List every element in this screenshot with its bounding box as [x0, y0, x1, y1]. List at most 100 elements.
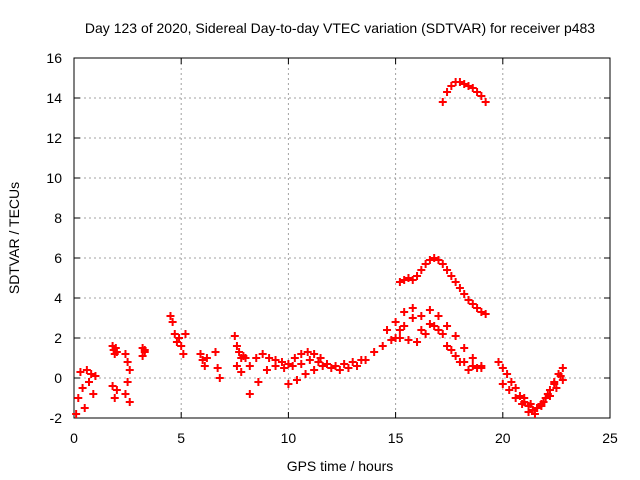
data-point: [121, 390, 130, 398]
data-point: [301, 370, 310, 378]
data-point: [245, 390, 254, 398]
data-point: [408, 276, 417, 284]
data-point: [82, 366, 91, 374]
data-point: [121, 350, 130, 358]
data-point: [425, 306, 434, 314]
data-point: [468, 362, 477, 370]
data-point: [395, 334, 404, 342]
data-point: [265, 354, 274, 362]
data-point: [348, 358, 357, 366]
data-point: [417, 266, 426, 274]
data-point: [318, 362, 327, 370]
data-point: [125, 366, 134, 374]
y-tick-label: -2: [50, 410, 63, 426]
data-point: [494, 358, 503, 366]
data-point: [200, 362, 209, 370]
data-point: [530, 410, 539, 418]
data-point: [123, 358, 132, 366]
data-point: [520, 394, 529, 402]
data-point: [468, 354, 477, 362]
data-point: [515, 392, 524, 400]
data-point: [477, 92, 486, 100]
data-point: [258, 350, 267, 358]
data-point: [310, 366, 319, 374]
data-point: [87, 370, 96, 378]
data-point: [297, 350, 306, 358]
data-point: [175, 334, 184, 342]
data-point: [460, 344, 469, 352]
data-point: [211, 348, 220, 356]
data-point: [292, 376, 301, 384]
data-point: [277, 358, 286, 366]
data-point: [125, 398, 134, 406]
tick-labels: 0 5 10 15 20 25 -2 0 2 4 6 8 10 12 14 16: [46, 50, 618, 446]
plot-frame: [73, 57, 611, 419]
data-point: [438, 260, 447, 268]
series-s13: [383, 304, 486, 372]
data-point: [455, 78, 464, 86]
data-point: [237, 368, 246, 376]
data-point: [387, 336, 396, 344]
data-point: [404, 336, 413, 344]
data-point: [303, 348, 312, 356]
data-point: [198, 356, 207, 364]
series-s18: [520, 376, 567, 412]
data-point: [310, 350, 319, 358]
grid: [74, 58, 610, 418]
data-point: [413, 338, 422, 346]
data-point: [533, 404, 542, 412]
data-point: [245, 362, 254, 370]
data-point: [558, 376, 567, 384]
data-point: [451, 332, 460, 340]
data-point: [78, 384, 87, 392]
data-point: [168, 318, 177, 326]
data-point: [417, 312, 426, 320]
data-point: [464, 82, 473, 90]
data-point: [447, 272, 456, 280]
data-point: [498, 380, 507, 388]
series-s10: [284, 326, 404, 388]
y-tick-label: 10: [46, 170, 62, 186]
data-point: [443, 266, 452, 274]
data-point: [177, 342, 186, 350]
data-point: [477, 362, 486, 370]
data-point: [434, 312, 443, 320]
chart-title: Day 123 of 2020, Sidereal Day-to-day VTE…: [85, 20, 595, 36]
data-point: [505, 386, 514, 394]
data-point: [391, 318, 400, 326]
data-point: [91, 372, 100, 380]
data-point: [370, 348, 379, 356]
data-point: [413, 272, 422, 280]
data-point: [460, 80, 469, 88]
data-point: [213, 364, 222, 372]
data-point: [179, 350, 188, 358]
data-point: [481, 310, 490, 318]
data-point: [166, 312, 175, 320]
data-point: [340, 360, 349, 368]
y-tick-label: 2: [54, 330, 62, 346]
series-s15: [395, 322, 482, 374]
data-point: [232, 362, 241, 370]
data-point: [400, 322, 409, 330]
data-point: [108, 382, 117, 390]
data-point: [72, 410, 81, 418]
data-point: [284, 380, 293, 388]
data-point: [477, 308, 486, 316]
series-s2: [108, 342, 121, 402]
data-point: [464, 296, 473, 304]
data-points: [72, 78, 567, 418]
data-point: [434, 256, 443, 264]
data-point: [425, 320, 434, 328]
series-s17: [498, 372, 565, 418]
data-point: [526, 400, 535, 408]
data-point: [76, 368, 85, 376]
data-point: [335, 366, 344, 374]
series-s3: [121, 350, 134, 406]
data-point: [408, 314, 417, 322]
data-point: [451, 352, 460, 360]
series-s4: [138, 344, 149, 360]
data-point: [473, 364, 482, 372]
data-point: [196, 350, 205, 358]
data-point: [89, 390, 98, 398]
